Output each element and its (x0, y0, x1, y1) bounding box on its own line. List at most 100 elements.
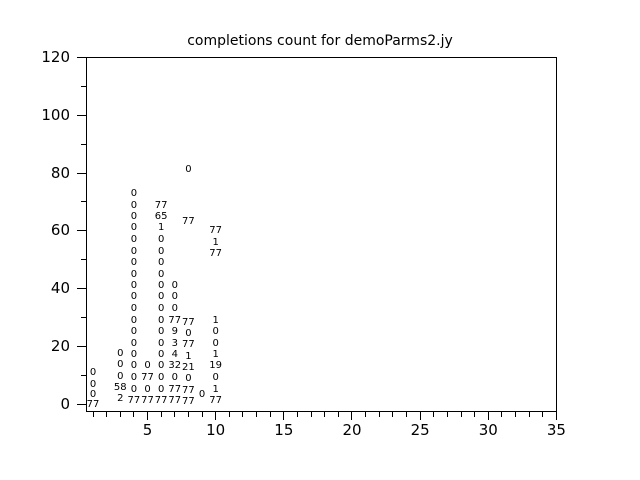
x-tick (474, 412, 476, 417)
x-tick (147, 412, 149, 420)
y-tick (81, 374, 86, 376)
data-point-label: 0 (130, 268, 138, 280)
x-tick (106, 412, 108, 417)
x-tick-label: 15 (274, 421, 294, 439)
x-tick (310, 412, 312, 417)
data-point-label: 3 (171, 337, 178, 349)
data-point-label: 0 (130, 279, 138, 291)
data-point-label: 0 (157, 303, 165, 314)
y-tick (81, 316, 86, 318)
y-tick (77, 57, 86, 58)
x-tick (269, 412, 271, 417)
data-point-label: 0 (117, 348, 124, 360)
data-point-label: 0 (157, 360, 165, 372)
x-tick (187, 412, 189, 417)
x-tick (242, 412, 244, 417)
x-tick (365, 412, 367, 417)
x-tick (337, 412, 339, 417)
data-point-label: 9 (171, 326, 178, 338)
y-tick-label: 60 (50, 221, 70, 240)
data-point-label: 77 (182, 395, 195, 407)
x-tick (419, 412, 421, 420)
data-point-label: 0 (117, 359, 124, 371)
data-point-label: 0 (130, 326, 138, 338)
data-point-label: 77 (182, 316, 195, 328)
data-point-label: 4 (171, 348, 178, 360)
x-tick (392, 412, 394, 417)
data-point-label: 77 (168, 383, 182, 395)
data-point-label: 0 (185, 328, 192, 340)
data-point-label: 0 (130, 291, 138, 303)
data-point-label: 0 (157, 372, 165, 383)
x-tick (228, 412, 230, 417)
x-tick (201, 412, 203, 417)
data-point-label: 0 (157, 348, 165, 360)
x-tick (515, 412, 517, 417)
data-point-label: 0 (185, 164, 192, 176)
x-tick (215, 412, 217, 420)
chart-title: completions count for demoParms2.jy (187, 33, 453, 49)
x-tick (296, 412, 298, 417)
plot-area (86, 57, 557, 412)
data-point-label: 0 (212, 326, 219, 338)
data-point-label: 77 (182, 385, 195, 396)
data-point-label: 1 (212, 315, 219, 327)
y-tick (77, 403, 86, 405)
data-point-label: 77 (168, 314, 182, 326)
x-tick (256, 412, 258, 417)
data-point-label: 0 (212, 372, 219, 383)
data-point-label: 0 (130, 314, 138, 326)
data-point-label: 1 (212, 383, 219, 395)
x-tick (283, 412, 285, 420)
data-point-label: 0 (117, 370, 124, 382)
data-point-label: 77 (127, 395, 141, 407)
data-point-label: 58 (113, 382, 127, 394)
data-point-label: 2 (117, 393, 124, 405)
data-point-label: 0 (89, 389, 97, 401)
data-point-label: 0 (130, 233, 138, 245)
x-tick (133, 412, 135, 417)
data-point-label: 0 (157, 291, 165, 303)
data-point-label: 0 (157, 383, 165, 395)
data-point-label: 0 (157, 337, 165, 349)
y-tick-label: 80 (50, 163, 70, 182)
data-point-label: 77 (209, 225, 223, 237)
x-tick (351, 412, 353, 420)
data-point-label: 1 (212, 348, 219, 360)
data-point-label: 1 (185, 350, 192, 362)
data-point-label: 0 (157, 326, 165, 338)
x-tick-label: 10 (206, 421, 226, 439)
y-tick (77, 230, 86, 232)
data-point-label: 77 (154, 199, 168, 211)
data-point-label: 77 (168, 395, 182, 407)
y-tick-label: 40 (50, 279, 70, 297)
data-point-label: 0 (130, 222, 138, 234)
data-point-label: 0 (130, 210, 138, 222)
data-point-label: 0 (89, 367, 97, 379)
y-tick-label: 0 (60, 394, 70, 413)
x-tick (174, 412, 176, 417)
x-tick (528, 412, 530, 417)
data-point-label: 0 (198, 389, 206, 401)
data-point-label: 77 (141, 372, 154, 383)
data-point-label: 0 (171, 372, 178, 383)
x-tick-label: 35 (546, 421, 566, 439)
data-point-label: 19 (209, 360, 223, 372)
y-tick-label: 100 (41, 105, 70, 124)
data-point-label: 0 (185, 373, 192, 385)
data-point-label: 0 (130, 257, 138, 269)
data-point-label: 0 (144, 360, 151, 372)
x-tick (160, 412, 162, 417)
data-point-label: 0 (130, 303, 138, 314)
x-tick (119, 412, 121, 417)
data-point-label: 0 (130, 199, 138, 211)
data-point-label: 0 (157, 233, 165, 245)
data-point-label: 77 (86, 398, 100, 410)
data-point-label: 0 (130, 360, 138, 372)
data-point-label: 0 (157, 257, 165, 269)
data-point-label: 77 (154, 395, 168, 407)
data-point-label: 0 (212, 337, 219, 349)
data-point-label: 0 (171, 291, 178, 303)
data-point-label: 77 (209, 395, 223, 407)
data-point-label: 0 (171, 279, 178, 291)
